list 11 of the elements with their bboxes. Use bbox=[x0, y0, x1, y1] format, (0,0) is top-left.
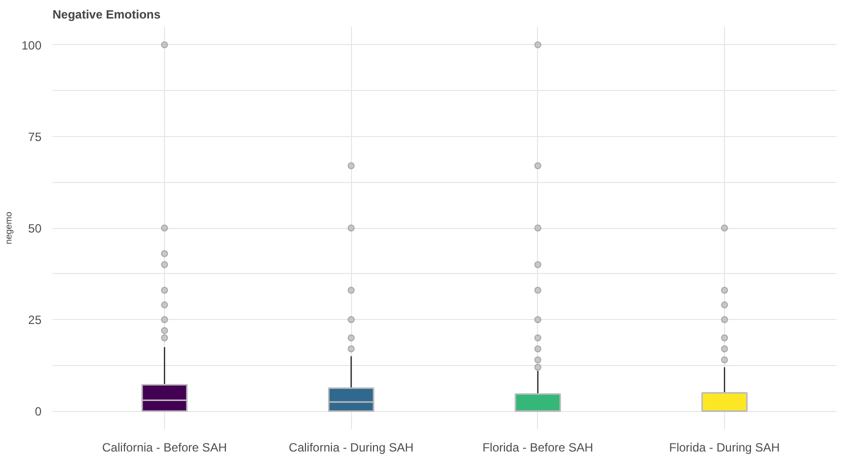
y-tick-label: 0 bbox=[34, 404, 42, 419]
y-tick-label: 100 bbox=[21, 38, 42, 52]
y-tick-label: 75 bbox=[28, 130, 42, 144]
x-tick-label: Florida - During SAH bbox=[669, 440, 780, 454]
chart-title: Negative Emotions bbox=[52, 8, 161, 22]
y-axis-title: negemo bbox=[3, 212, 14, 244]
y-tick-label: 50 bbox=[28, 222, 42, 236]
x-tick-label: California - Before SAH bbox=[102, 440, 227, 454]
y-tick-label: 25 bbox=[28, 313, 42, 328]
x-tick-label: California - During SAH bbox=[288, 440, 414, 454]
x-tick-label: Florida - Before SAH bbox=[482, 440, 594, 454]
